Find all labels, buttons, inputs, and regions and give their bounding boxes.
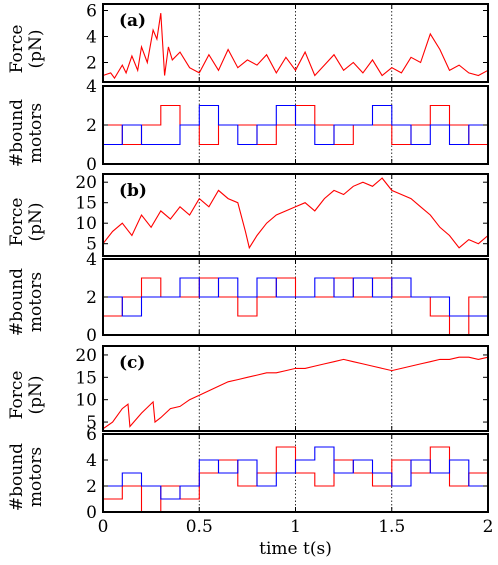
panel-tag: (a): [119, 11, 146, 31]
y-tick-label: 4: [86, 28, 97, 48]
y-tick-label: 2: [86, 288, 97, 308]
x-tick-label: 2: [483, 517, 494, 537]
panel-tag: (c): [119, 353, 145, 373]
y-tick-label: 2: [86, 116, 97, 136]
series-line-2: [103, 277, 489, 317]
series-line-1: [102, 177, 489, 250]
x-tick-label: 0: [98, 517, 109, 537]
y-tick-label: 10: [75, 391, 97, 411]
y-tick-label: 4: [86, 77, 97, 97]
panel-tag: (b): [119, 181, 147, 201]
y-tick-label: 15: [75, 368, 97, 388]
x-tick-label: 1.5: [378, 517, 405, 537]
x-tick-label: 0.5: [186, 517, 213, 537]
x-tick-label: 1: [290, 517, 301, 537]
y-tick-label: 6: [86, 425, 97, 445]
y-tick-label: 15: [75, 194, 97, 214]
y-axis-label: #boundmotors: [7, 443, 46, 511]
y-tick-label: 2: [86, 477, 97, 497]
panel-4: 0 2 4 #boundmotors: [7, 250, 489, 346]
series-line-2: [103, 104, 488, 146]
y-axis-label: Force(pN): [7, 371, 46, 420]
series-line-1: [102, 356, 489, 430]
series-line-2: [103, 446, 489, 500]
y-axis-label: Force(pN): [7, 198, 46, 247]
y-tick-label: 0: [86, 155, 97, 175]
y-axis-label: Force(pN): [7, 25, 46, 74]
y-tick-label: 5: [86, 413, 97, 433]
y-tick-label: 5: [86, 235, 97, 255]
panel-1: 2 4 6 Force(pN) (a): [7, 2, 489, 83]
y-tick-label: 20: [75, 173, 97, 193]
panel-2: 0 2 4 #boundmotors: [7, 77, 489, 175]
y-tick-label: 0: [86, 503, 97, 523]
y-tick-label: 20: [75, 346, 97, 366]
y-tick-label: 2: [86, 54, 97, 74]
x-axis-label: time t(s): [259, 539, 332, 559]
y-tick-label: 4: [86, 451, 97, 471]
y-tick-label: 10: [75, 214, 97, 234]
y-tick-label: 0: [86, 326, 97, 346]
y-tick-label: 4: [86, 250, 97, 270]
y-tick-label: 6: [86, 2, 97, 22]
y-axis-label: #boundmotors: [7, 99, 46, 167]
series-line-1: [102, 13, 489, 80]
y-axis-label: #boundmotors: [7, 268, 46, 336]
